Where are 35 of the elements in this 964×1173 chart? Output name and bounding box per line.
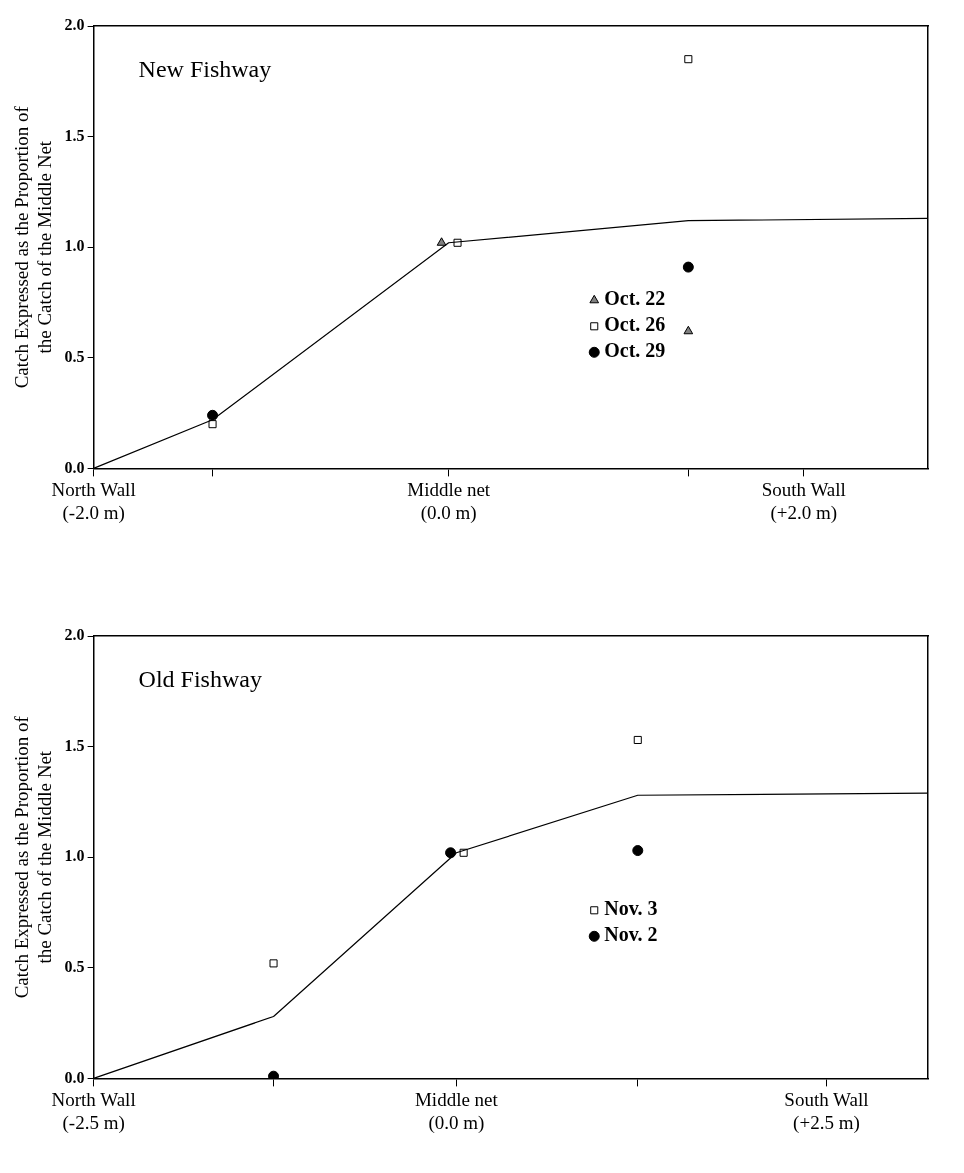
y-tick-label: 0.0: [64, 1068, 85, 1086]
y-tick-label: 2.0: [64, 626, 85, 644]
x-tick-label: North Wall (-2.5 m): [51, 1088, 136, 1134]
y-tick-label: 1.5: [64, 126, 85, 144]
legend-label: Oct. 26: [604, 313, 666, 336]
x-tick-label: South Wall (+2.5 m): [784, 1088, 869, 1134]
y-axis-title: Catch Expressed as the Proportion of the Catch of the Middle Net: [11, 105, 56, 389]
point: [632, 845, 644, 857]
point: [683, 325, 694, 335]
legend-label: Nov. 2: [604, 923, 658, 946]
y-axis-title: Catch Expressed as the Proportion of the Catch of the Middle Net: [11, 715, 56, 999]
y-tick-label: 0.5: [64, 347, 85, 365]
legend-label: Oct. 22: [604, 287, 666, 310]
point: [268, 1070, 280, 1079]
y-tick-label: 2.0: [64, 16, 85, 34]
point: [684, 55, 693, 64]
point: [208, 420, 217, 429]
point: [445, 847, 457, 859]
y-tick-label: 1.0: [64, 237, 85, 255]
x-tick-label: Middle net (0.0 m): [407, 478, 491, 524]
text: New Fishway: [138, 56, 272, 83]
y-tick-label: 1.5: [64, 736, 85, 754]
legend-label: Nov. 3: [604, 897, 658, 920]
point: [682, 261, 694, 273]
x-tick-label: Middle net (0.0 m): [414, 1088, 499, 1134]
y-tick-label: 0.5: [64, 957, 85, 975]
y-tick-label: 0.0: [64, 458, 85, 476]
point: [436, 237, 447, 246]
point: [633, 735, 642, 744]
x-tick-label: North Wall (-2.0 m): [51, 478, 136, 524]
y-tick-label: 1.0: [64, 847, 85, 865]
x-tick-label: South Wall (+2.0 m): [761, 478, 846, 524]
point: [269, 959, 278, 968]
legend-label: Oct. 29: [604, 339, 666, 362]
text: Old Fishway: [138, 666, 262, 693]
